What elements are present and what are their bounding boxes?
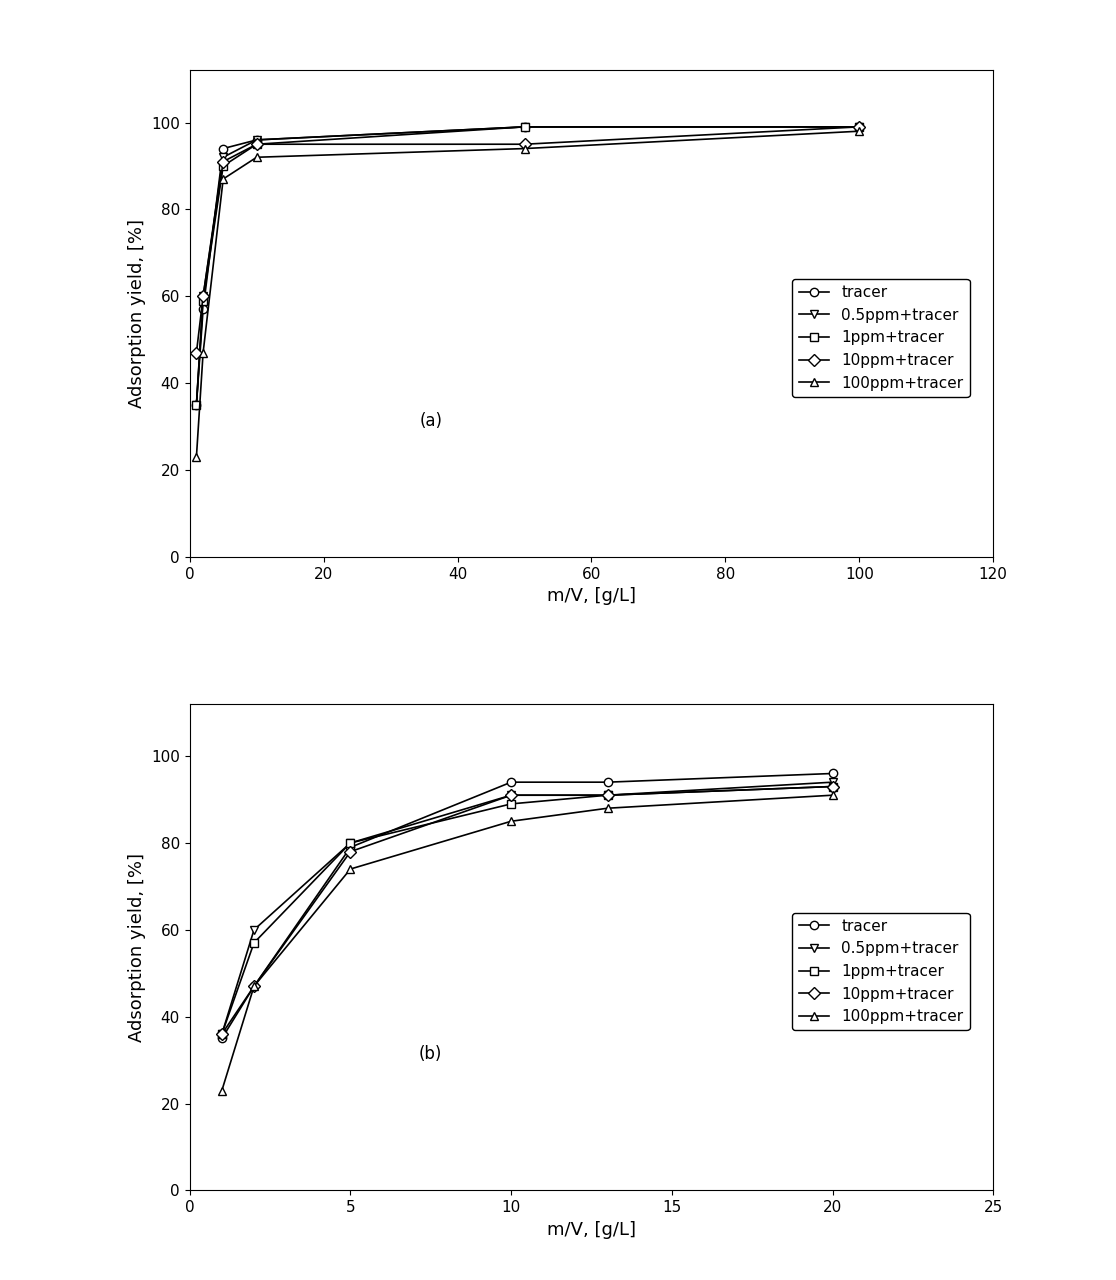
1ppm+tracer — [600, 787, 614, 803]
100ppm+tracer — [518, 141, 531, 156]
tracer — [518, 119, 531, 134]
10ppm+tracer — [344, 844, 357, 859]
0.5ppm+tracer — [853, 119, 866, 134]
1ppm+tracer — [853, 119, 866, 134]
1ppm+tracer — [248, 936, 261, 951]
tracer — [250, 132, 263, 147]
Y-axis label: Adsorption yield, [%]: Adsorption yield, [%] — [127, 219, 145, 408]
0.5ppm+tracer — [196, 288, 210, 303]
10ppm+tracer — [217, 154, 230, 169]
Text: (a): (a) — [420, 412, 442, 430]
Line: 100ppm+tracer: 100ppm+tracer — [218, 791, 837, 1094]
1ppm+tracer — [215, 1027, 229, 1042]
10ppm+tracer — [190, 346, 203, 361]
1ppm+tracer — [196, 293, 210, 308]
1ppm+tracer — [826, 778, 839, 794]
Line: tracer: tracer — [218, 769, 837, 1043]
10ppm+tracer — [853, 119, 866, 134]
1ppm+tracer — [217, 159, 230, 174]
0.5ppm+tracer — [600, 787, 614, 803]
10ppm+tracer — [196, 288, 210, 303]
X-axis label: m/V, [g/L]: m/V, [g/L] — [547, 1221, 636, 1239]
Line: 1ppm+tracer: 1ppm+tracer — [192, 123, 864, 410]
Line: 100ppm+tracer: 100ppm+tracer — [192, 127, 864, 461]
tracer — [190, 397, 203, 412]
tracer — [215, 1030, 229, 1046]
1ppm+tracer — [344, 836, 357, 851]
100ppm+tracer — [504, 814, 518, 829]
10ppm+tracer — [215, 1027, 229, 1042]
100ppm+tracer — [600, 800, 614, 815]
Legend: tracer, 0.5ppm+tracer, 1ppm+tracer, 10ppm+tracer, 100ppm+tracer: tracer, 0.5ppm+tracer, 1ppm+tracer, 10pp… — [792, 279, 970, 397]
Y-axis label: Adsorption yield, [%]: Adsorption yield, [%] — [127, 852, 145, 1042]
10ppm+tracer — [826, 778, 839, 794]
0.5ppm+tracer — [344, 836, 357, 851]
Text: (b): (b) — [420, 1046, 442, 1064]
100ppm+tracer — [217, 172, 230, 187]
tracer — [826, 765, 839, 781]
Line: 0.5ppm+tracer: 0.5ppm+tracer — [192, 123, 864, 410]
0.5ppm+tracer — [826, 774, 839, 790]
0.5ppm+tracer — [518, 119, 531, 134]
100ppm+tracer — [826, 787, 839, 803]
Line: 10ppm+tracer: 10ppm+tracer — [192, 123, 864, 357]
tracer — [196, 302, 210, 317]
100ppm+tracer — [853, 124, 866, 140]
10ppm+tracer — [518, 137, 531, 152]
10ppm+tracer — [248, 979, 261, 995]
100ppm+tracer — [215, 1083, 229, 1098]
tracer — [344, 840, 357, 855]
0.5ppm+tracer — [250, 132, 263, 147]
1ppm+tracer — [518, 119, 531, 134]
Line: 0.5ppm+tracer: 0.5ppm+tracer — [218, 778, 837, 1038]
X-axis label: m/V, [g/L]: m/V, [g/L] — [547, 588, 636, 605]
Line: tracer: tracer — [192, 123, 864, 410]
10ppm+tracer — [504, 787, 518, 803]
10ppm+tracer — [250, 137, 263, 152]
tracer — [248, 979, 261, 995]
0.5ppm+tracer — [248, 922, 261, 937]
1ppm+tracer — [250, 137, 263, 152]
1ppm+tracer — [190, 397, 203, 412]
100ppm+tracer — [344, 861, 357, 877]
0.5ppm+tracer — [215, 1027, 229, 1042]
100ppm+tracer — [248, 979, 261, 995]
tracer — [853, 119, 866, 134]
100ppm+tracer — [190, 449, 203, 465]
tracer — [217, 141, 230, 156]
tracer — [504, 774, 518, 790]
0.5ppm+tracer — [190, 397, 203, 412]
0.5ppm+tracer — [217, 150, 230, 165]
10ppm+tracer — [600, 787, 614, 803]
tracer — [600, 774, 614, 790]
100ppm+tracer — [196, 346, 210, 361]
1ppm+tracer — [504, 796, 518, 812]
100ppm+tracer — [250, 150, 263, 165]
0.5ppm+tracer — [504, 787, 518, 803]
Line: 1ppm+tracer: 1ppm+tracer — [218, 782, 837, 1038]
Legend: tracer, 0.5ppm+tracer, 1ppm+tracer, 10ppm+tracer, 100ppm+tracer: tracer, 0.5ppm+tracer, 1ppm+tracer, 10pp… — [792, 913, 970, 1030]
Line: 10ppm+tracer: 10ppm+tracer — [218, 782, 837, 1038]
